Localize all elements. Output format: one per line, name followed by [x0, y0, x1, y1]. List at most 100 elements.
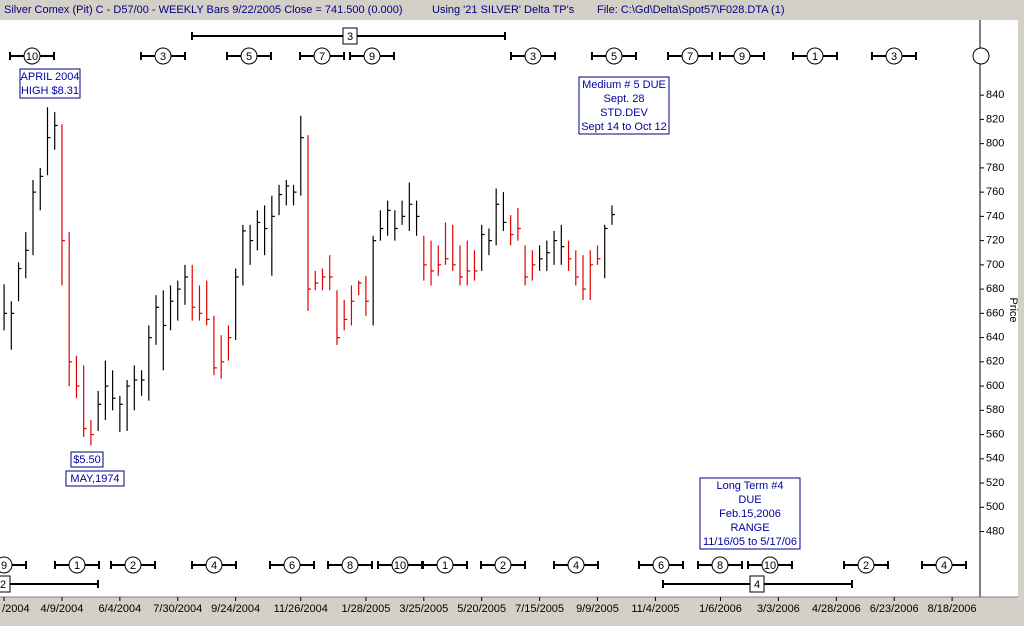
x-tick-label: 7/30/2004	[153, 603, 202, 615]
price-bar	[104, 360, 109, 421]
price-bar	[517, 207, 521, 241]
cycle-label: 1	[812, 51, 818, 63]
cycle-label: 7	[319, 51, 325, 63]
cycle-label: 9	[1, 560, 7, 572]
cycle-label: 4	[211, 560, 217, 572]
price-bar	[387, 200, 391, 236]
price-bar	[365, 275, 369, 316]
price-bar	[430, 240, 435, 286]
price-bar	[343, 300, 348, 331]
cycle-label: 4	[573, 560, 579, 572]
y-tick-label: 680	[986, 283, 1004, 295]
cycle-circle	[652, 556, 670, 574]
price-bar	[589, 250, 594, 301]
y-tick-label: 620	[986, 356, 1004, 368]
cycle-label: 3	[160, 51, 166, 63]
price-bar	[452, 224, 456, 271]
price-bar	[560, 224, 565, 265]
price-bar	[415, 200, 420, 236]
y-tick-label: 660	[986, 307, 1004, 319]
x-tick-label: 9/9/2005	[576, 603, 619, 615]
price-bar	[604, 224, 608, 279]
annotation-text: DUE	[738, 494, 761, 506]
price-bar	[394, 210, 398, 241]
price-bar	[531, 250, 536, 281]
price-bar	[32, 180, 37, 256]
cycle-label: 10	[26, 51, 38, 63]
y-tick-label: 700	[986, 259, 1004, 271]
cycle-circle	[341, 556, 359, 574]
price-bar	[307, 135, 312, 311]
price-bar	[61, 124, 65, 286]
price-bar	[553, 230, 558, 265]
annotation-text: Sept. 28	[604, 93, 645, 105]
annotation-box	[19, 68, 81, 99]
price-bar	[524, 245, 529, 286]
y-tick-label: 500	[986, 501, 1004, 513]
y-tick-label: 600	[986, 380, 1004, 392]
cycle-circle	[494, 556, 512, 574]
cycle-circle	[313, 47, 331, 65]
price-bar	[3, 284, 8, 331]
price-bar	[162, 290, 167, 371]
price-bar	[46, 107, 51, 176]
x-tick-label: 6/23/2006	[870, 603, 919, 615]
price-bar	[329, 255, 333, 291]
price-bar	[68, 232, 73, 387]
chart-title: Silver Comex (Pit) C - D57/00 - WEEKLY B…	[4, 4, 403, 16]
annotation-text: RANGE	[730, 522, 769, 534]
cycle-label: 3	[530, 51, 536, 63]
price-bar	[459, 245, 463, 286]
price-bar	[83, 365, 87, 437]
x-tick-label: 1/28/2005	[341, 603, 390, 615]
annotation-text: Long Term #4	[716, 480, 783, 492]
cycle-circle	[436, 556, 454, 574]
cycle-label: 2	[863, 560, 869, 572]
y-tick-label: 720	[986, 235, 1004, 247]
price-bar	[155, 295, 160, 345]
x-tick-label: 7/15/2005	[515, 603, 564, 615]
cycle-circle	[154, 47, 172, 65]
cycle-circle	[240, 47, 258, 65]
price-bar	[75, 355, 80, 399]
price-bar	[227, 325, 232, 361]
x-tick-label: 11/4/2005	[631, 603, 679, 615]
price-bar	[292, 184, 297, 206]
annotation-text: APRIL 2004	[21, 71, 80, 83]
y-tick-label: 520	[986, 477, 1004, 489]
price-bar	[206, 280, 210, 326]
price-bar	[437, 245, 442, 276]
price-bar	[336, 290, 340, 345]
cycle-label: 10	[764, 560, 776, 572]
price-bar	[596, 245, 601, 265]
cycle-circle	[68, 556, 86, 574]
annotation-text: 11/16/05 to 5/17/06	[703, 536, 797, 548]
cycle-circle	[567, 556, 585, 574]
price-bar	[271, 195, 275, 276]
cycle-label: 9	[739, 51, 745, 63]
price-bar	[90, 420, 94, 446]
cycle-circle	[711, 556, 729, 574]
cycle-circle	[885, 47, 903, 65]
y-tick-label: 580	[986, 404, 1004, 416]
y-tick-label: 740	[986, 210, 1004, 222]
price-bar	[263, 205, 268, 256]
price-bar	[401, 200, 406, 225]
x-tick-label: 8/18/2006	[928, 603, 977, 615]
annotation-box	[65, 470, 125, 487]
cycle-label: 5	[611, 51, 617, 63]
cycle-circle	[761, 556, 779, 574]
cycle-label: 2	[130, 560, 136, 572]
price-bar	[97, 390, 102, 431]
price-bar	[112, 370, 116, 411]
price-bar	[184, 264, 188, 305]
price-bar	[372, 235, 377, 326]
cycle-circle	[124, 556, 142, 574]
bracket-box	[0, 575, 11, 593]
cycle-label: 4	[941, 560, 947, 572]
annotation-text: MAY,1974	[70, 473, 119, 485]
annotation-text: Sept 14 to Oct 12	[581, 121, 667, 133]
annotation-text: $5.50	[73, 454, 101, 466]
y-tick-label: 840	[986, 89, 1004, 101]
x-tick-label: 11/26/2004	[274, 603, 328, 615]
